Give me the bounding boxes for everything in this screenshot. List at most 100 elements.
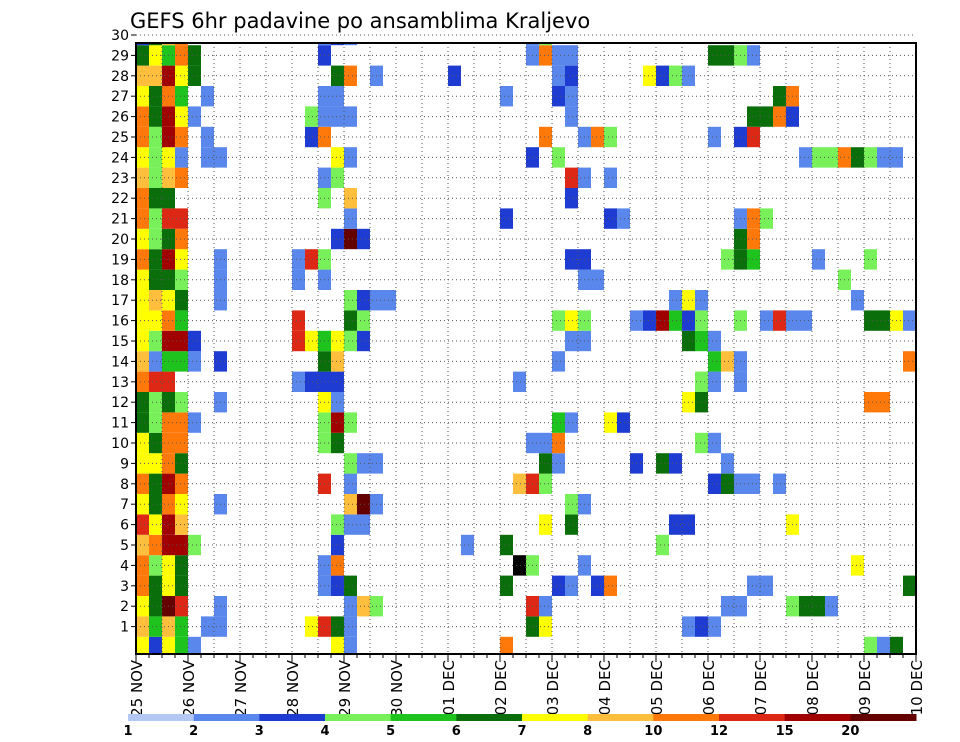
- precip-cell-m0-t0: [136, 636, 149, 654]
- precip-cell-m0-t57: [877, 636, 890, 654]
- precip-cell-m30-t16: [344, 43, 357, 46]
- precip-cell-m10-t1: [149, 432, 162, 454]
- precip-cell-m13-t29: [513, 371, 526, 392]
- precip-cell-m3-t33: [565, 575, 578, 596]
- precip-cell-m3-t28: [500, 575, 513, 596]
- precip-cell-m30-t1: [149, 43, 162, 46]
- precip-cell-m8-t16: [344, 473, 357, 494]
- x-tick-label: 03 DEC: [544, 660, 562, 715]
- x-tick-label: 30 NOV: [388, 659, 406, 717]
- precip-cell-m24-t16: [344, 147, 357, 168]
- precip-cell-m25-t35: [591, 126, 604, 148]
- precip-cell-m24-t56: [864, 147, 877, 168]
- precip-cell-m1-t43: [695, 616, 708, 637]
- precip-cell-m5-t25: [461, 534, 474, 556]
- precip-cell-m29-t0: [136, 45, 149, 66]
- precip-cell-m10-t15: [331, 432, 344, 454]
- legend-swatch: [259, 714, 326, 721]
- precip-cell-m15-t33: [565, 330, 578, 352]
- y-tick-label: 24: [111, 150, 129, 166]
- precip-cell-m3-t1: [149, 575, 162, 596]
- precip-cell-m5-t15: [331, 534, 344, 556]
- precip-cell-m6-t41: [669, 514, 682, 535]
- y-tick-label: 19: [111, 252, 129, 268]
- y-tick-label: 17: [111, 293, 129, 309]
- precip-cell-m14-t0: [136, 351, 149, 372]
- precip-cell-m26-t49: [773, 106, 786, 127]
- precip-cell-m1-t5: [201, 616, 214, 637]
- precip-cell-m8-t44: [708, 473, 721, 494]
- precip-cell-m1-t1: [149, 616, 162, 637]
- precip-cell-m26-t33: [565, 106, 578, 127]
- precip-cell-m16-t16: [344, 310, 357, 331]
- x-tick-label: 09 DEC: [856, 660, 874, 715]
- precip-cell-m8-t31: [539, 473, 552, 494]
- precip-cell-m0-t56: [864, 636, 877, 654]
- precip-cell-m24-t57: [877, 147, 890, 168]
- x-tick-label: 10 DEC: [908, 660, 926, 715]
- precip-cell-m7-t17: [357, 494, 370, 515]
- precip-cell-m25-t13: [305, 126, 318, 148]
- precip-cell-m28-t3: [175, 65, 188, 86]
- precip-cell-m24-t1: [149, 147, 162, 168]
- y-tick-label: 2: [120, 599, 129, 615]
- precip-cell-m28-t24: [448, 65, 461, 86]
- precip-cell-m5-t4: [188, 534, 201, 556]
- precip-cell-m13-t0: [136, 371, 149, 392]
- precip-cell-m1-t0: [136, 616, 149, 637]
- precip-cell-m20-t15: [331, 228, 344, 250]
- precip-cell-m18-t3: [175, 269, 188, 290]
- precip-cell-m27-t49: [773, 86, 786, 107]
- precip-cell-m6-t0: [136, 514, 149, 535]
- precip-cell-m4-t1: [149, 555, 162, 576]
- precip-cell-m16-t41: [669, 310, 682, 331]
- legend-label: 6: [452, 724, 461, 739]
- y-tick-label: 26: [111, 110, 129, 126]
- precip-cell-m11-t0: [136, 412, 149, 433]
- precip-cell-m14-t4: [188, 351, 201, 372]
- precip-cell-m19-t47: [747, 249, 760, 270]
- precip-cell-m26-t48: [760, 106, 773, 127]
- precip-cell-m23-t3: [175, 167, 188, 188]
- precip-cell-m3-t3: [175, 575, 188, 596]
- x-tick-label: 08 DEC: [804, 660, 822, 715]
- precip-cell-m22-t1: [149, 188, 162, 209]
- legend-swatch: [456, 714, 523, 721]
- legend-label: 20: [841, 724, 859, 739]
- precip-cell-m27-t0: [136, 86, 149, 107]
- precip-cell-m21-t37: [617, 208, 630, 229]
- precip-cell-m11-t1: [149, 412, 162, 433]
- y-tick-label: 4: [120, 558, 129, 574]
- precip-cell-m20-t17: [357, 228, 370, 250]
- y-tick-label: 12: [111, 395, 129, 411]
- precip-cell-m16-t12: [292, 310, 305, 331]
- precip-cell-m19-t56: [864, 249, 877, 270]
- precip-cell-m17-t55: [851, 290, 864, 311]
- legend-label: 10: [644, 724, 662, 739]
- precip-cell-m9-t40: [656, 453, 669, 474]
- precip-cell-m17-t19: [383, 290, 396, 311]
- precip-cell-m9-t0: [136, 453, 149, 474]
- precip-cell-m22-t16: [344, 188, 357, 209]
- precip-cell-m15-t44: [708, 330, 721, 352]
- precip-cell-m12-t56: [864, 392, 877, 413]
- precip-cell-m11-t33: [565, 412, 578, 433]
- precip-cell-m28-t33: [565, 65, 578, 86]
- precip-cell-m4-t29: [513, 555, 526, 576]
- precip-cell-m16-t40: [656, 310, 669, 331]
- precip-cell-m10-t0: [136, 432, 149, 454]
- x-tick-label: 02 DEC: [492, 660, 510, 715]
- precip-cell-m10-t3: [175, 432, 188, 454]
- precip-cell-m10-t44: [708, 432, 721, 454]
- precip-cell-m6-t3: [175, 514, 188, 535]
- precip-cell-m23-t15: [331, 167, 344, 188]
- precip-cell-m24-t3: [175, 147, 188, 168]
- precip-cell-m27-t28: [500, 86, 513, 107]
- precip-cell-m9-t16: [344, 453, 357, 474]
- precip-cell-m16-t3: [175, 310, 188, 331]
- precip-cell-m12-t15: [331, 392, 344, 413]
- precip-cell-m16-t59: [903, 310, 916, 331]
- precip-cell-m16-t32: [552, 310, 565, 331]
- precip-cell-m21-t28: [500, 208, 513, 229]
- precip-cell-m28-t39: [643, 65, 656, 86]
